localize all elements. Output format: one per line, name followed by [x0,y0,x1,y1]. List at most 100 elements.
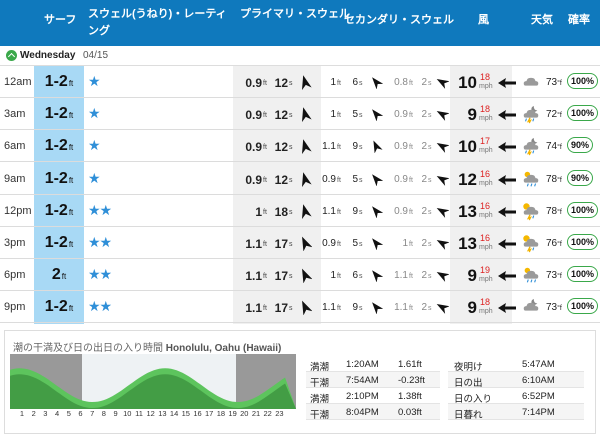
tertiary-swell-height: 0.9 [394,141,408,153]
primary-swell-column-bg [233,66,321,324]
wind-speed: 10 [458,137,477,157]
tide-type: 干潮 [310,378,330,389]
unit-ft: ft [409,273,413,281]
forecast-row[interactable]: 3am 1-2ft ★ 0.9 ft 12 s 1 ft 5 s 0.9 ft 2 s 9 18 mph 72°f 1… [0,98,600,131]
hour-tick-label: 19 [228,409,237,418]
primary-swell-height: 1 [255,204,262,219]
unit-s: s [289,144,293,152]
primary-swell-direction-icon [298,171,312,187]
tide-height: -0.23ft [398,375,425,386]
unit-s: s [428,176,432,184]
temperature: 73°f [546,302,562,314]
tertiary-swell-period: 2 [421,238,427,249]
tertiary-swell-direction-icon [435,268,450,283]
tertiary-swell-direction-icon [435,236,450,250]
sun-row: 夜明け 5:47AM [448,356,584,373]
surf-height: 1-2ft [44,105,74,123]
tide-height: 1.61ft [398,359,422,370]
unit-s: s [289,112,293,120]
wind-direction-icon [497,301,517,314]
secondary-swell-direction-icon [369,204,384,219]
tertiary-swell-direction-icon [435,107,450,122]
sun-label: 日の入り [454,394,493,405]
tide-row: 満潮 1:20AM 1.61ft [306,356,440,373]
hour-tick-label: 12 [146,409,155,418]
wind-speed: 9 [467,298,477,318]
wind-gust: 16 [480,200,491,211]
hour-tick-label: 15 [181,409,190,418]
primary-swell-height: 1.1 [245,269,262,284]
unit-ft: ft [409,208,413,216]
primary-swell-period: 17 [274,301,288,316]
unit-ft: ft [337,112,341,120]
probability-badge: 100% [567,105,599,122]
forecast-row[interactable]: 3pm 1-2ft ★★ 1.1 ft 17 s 0.9 ft 5 s 1 ft 2 s 13 16 mph 76°… [0,227,600,259]
row-time: 3pm [4,237,26,249]
day-date: 04/15 [83,50,109,61]
forecast-row[interactable]: 6am 1-2ft ★ 0.9 ft 12 s 1.1 ft 9 s 0.9 ft 2 s 10 17 mph 74… [0,130,600,163]
unit-s: s [428,144,432,152]
unit-mph: mph [479,179,493,187]
surf-column-bg [34,66,84,324]
surf-height: 1-2ft [44,298,74,316]
unit-s: s [289,273,293,281]
hour-tick-label: 7 [90,409,95,418]
wind-gust: 18 [480,297,491,308]
forecast-row[interactable]: 12am 1-2ft ★ 0.9 ft 12 s 1 ft 6 s 0.8 ft 2 s 10 18 mph 73°… [0,66,600,98]
tide-height: 0.03ft [398,407,422,418]
unit-s: s [359,305,363,313]
tide-type: 満潮 [310,394,330,405]
tide-hour-axis: 1 2 3 4 5 6 7 8 9 10 11 12 13 14 15 16 17 18 19 20 21 22 23 [10,409,296,421]
tide-curve-night [10,374,296,409]
forecast-row[interactable]: 6pm 2ft ★★ 1.1 ft 17 s 1 ft 6 s 1.1 ft 2 s 9 19 mph 73°f 10… [0,259,600,292]
header-wind: 風 [478,14,489,26]
primary-swell-height: 0.9 [245,140,262,155]
sun-time: 5:47AM [522,359,555,370]
sun-label: 日暮れ [454,410,483,421]
star-rating: ★ [88,137,101,154]
rain-cloud-icon [520,265,542,285]
unit-ft: ft [263,241,267,248]
secondary-swell-height: 1 [330,109,336,121]
secondary-swell-period: 9 [352,205,358,217]
collapse-icon[interactable] [6,50,17,61]
unit-mph: mph [479,115,493,123]
forecast-row[interactable]: 12pm 1-2ft ★★ 1 ft 18 s 1.1 ft 9 s 0.9 ft 2 s 13 16 mph 78… [0,195,600,227]
hour-tick-label: 3 [43,409,48,418]
unit-ft: ft [409,112,413,120]
tertiary-swell-height: 1 [402,238,408,249]
hour-tick-label: 11 [135,409,143,418]
forecast-row[interactable]: 9am 1-2ft ★ 0.9 ft 12 s 0.9 ft 5 s 0.9 ft 2 s 12 16 mph 78… [0,163,600,195]
unit-mph: mph [479,211,493,219]
wind-direction-icon [497,173,517,185]
day-row[interactable]: Wednesday 04/15 [0,46,600,66]
probability-badge: 90% [567,169,594,186]
tertiary-swell-period: 2 [421,77,427,88]
surf-height: 1-2ft [44,73,74,90]
wind-gust: 18 [480,104,491,115]
rain-cloud-icon [520,169,542,189]
sun-label: 日の出 [454,378,483,389]
tertiary-swell-direction-icon [435,75,450,89]
unit-mph: mph [479,244,493,251]
tertiary-swell-height: 1.1 [394,302,408,314]
secondary-swell-height: 1 [330,270,336,282]
hour-tick-label: 10 [123,409,132,418]
hour-tick-label: 4 [55,409,60,418]
secondary-swell-period: 6 [352,270,358,282]
unit-ft: ft [263,144,267,152]
wind-speed: 9 [467,105,477,125]
forecast-row[interactable]: 9pm 1-2ft ★★ 1.1 ft 17 s 1.1 ft 9 s 1.1 ft 2 s 9 18 mph 73… [0,291,600,324]
tertiary-swell-period: 2 [421,141,427,153]
unit-ft: ft [409,176,413,184]
unit-ft: ft [337,144,341,152]
sun-row: 日の入り 6:52PM [448,388,584,405]
header-probability: 確率 [568,14,590,26]
wind-gust: 16 [480,168,491,179]
wind-direction-icon [497,108,517,121]
day-name: Wednesday [20,50,76,61]
primary-swell-height: 1.1 [245,237,262,251]
secondary-swell-direction-icon [369,268,384,283]
unit-s: s [289,305,293,313]
tertiary-swell-direction-icon [435,204,450,218]
